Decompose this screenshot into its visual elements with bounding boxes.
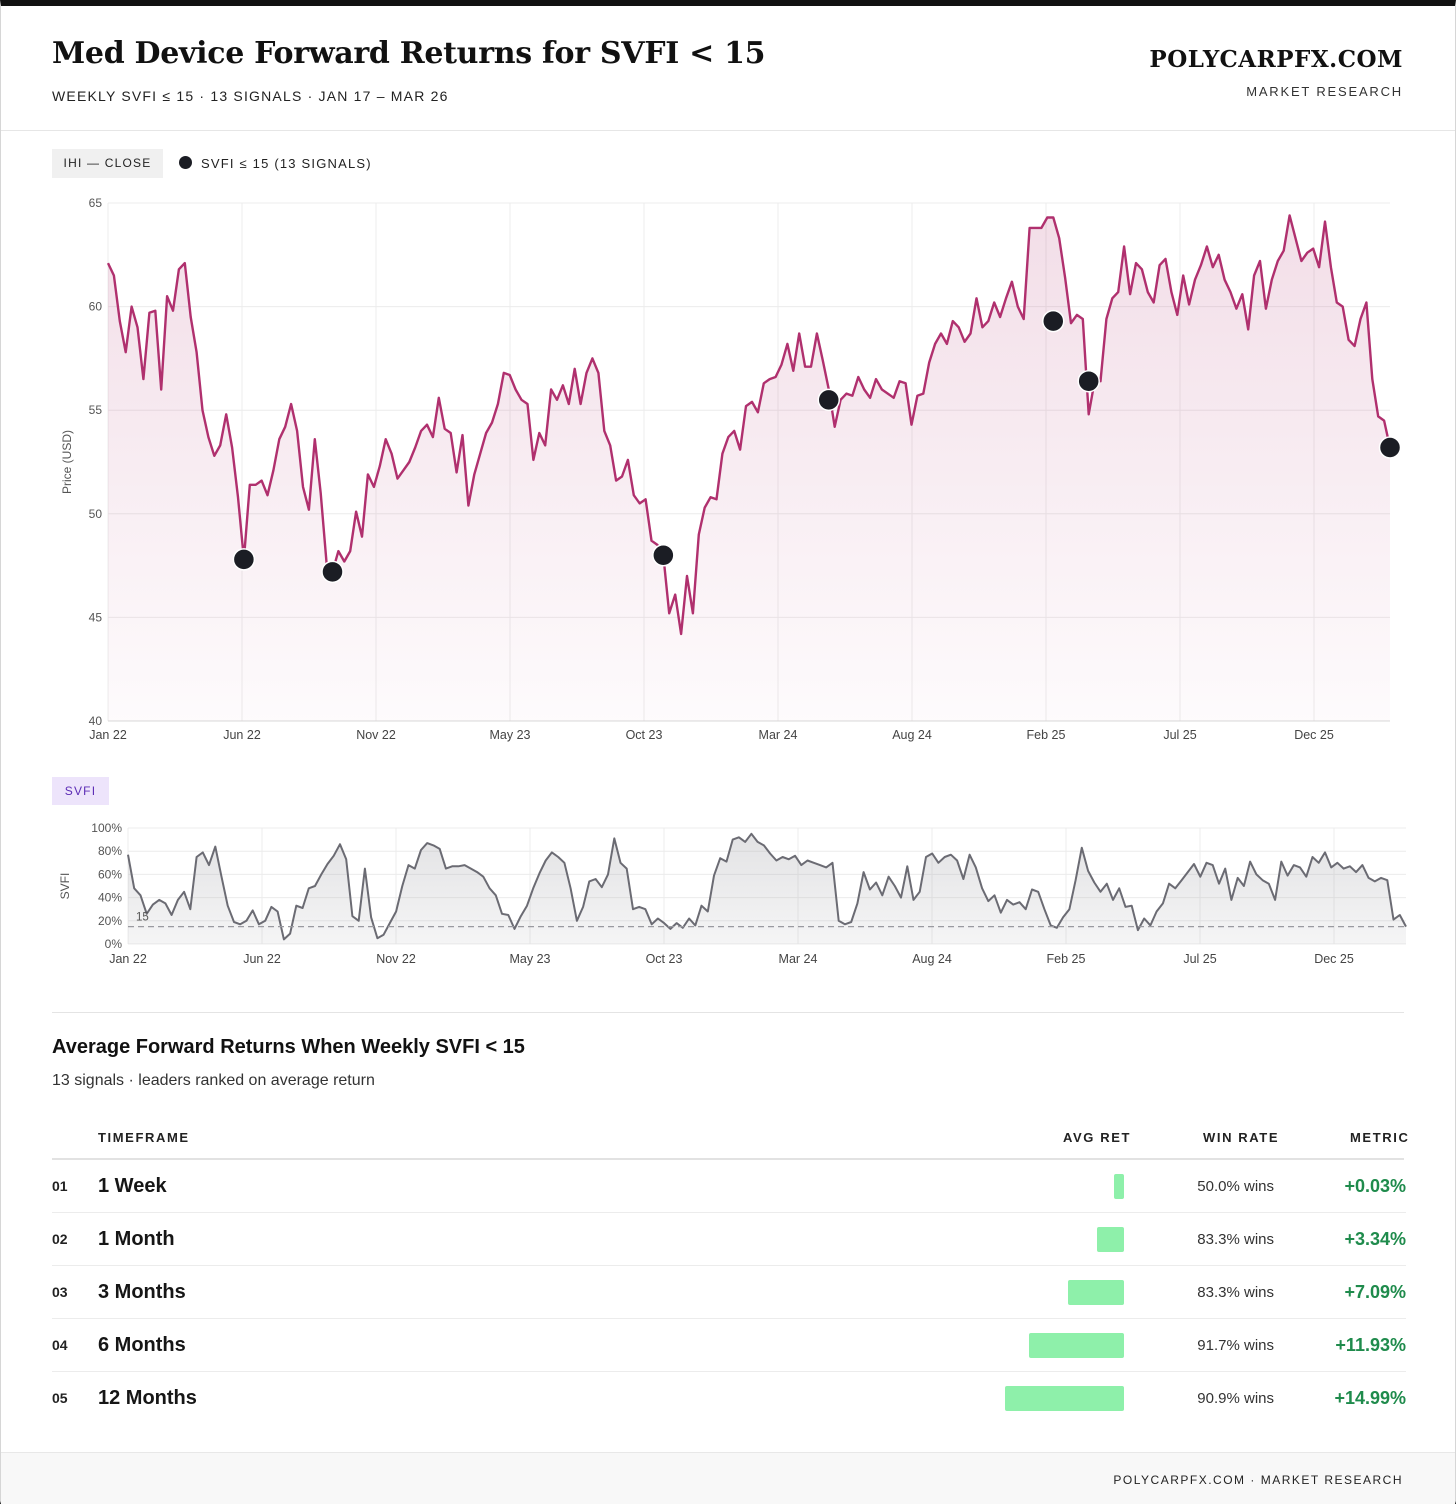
row-win-rate: 83.3% wins — [1197, 1284, 1274, 1301]
row-rank: 05 — [52, 1390, 68, 1406]
avg-return-bar — [1114, 1174, 1124, 1199]
avg-return-bar — [1005, 1386, 1124, 1411]
row-win-rate: 83.3% wins — [1197, 1231, 1274, 1248]
header-win-rate: WIN RATE — [1203, 1130, 1280, 1145]
svfi-y-axis-label: SVFI — [58, 873, 72, 900]
header-metric: METRIC — [1350, 1130, 1410, 1145]
price-x-tick-label: Jun 22 — [223, 728, 261, 742]
price-x-tick-label: Dec 25 — [1294, 728, 1334, 742]
row-rank: 03 — [52, 1284, 68, 1300]
row-win-rate: 91.7% wins — [1197, 1337, 1274, 1354]
row-timeframe: 1 Month — [98, 1228, 175, 1250]
row-metric: +11.93% — [1335, 1335, 1406, 1355]
svfi-y-tick-label: 100% — [91, 821, 122, 835]
row-metric: +0.03% — [1344, 1176, 1406, 1196]
row-rank: 04 — [52, 1337, 68, 1353]
price-x-tick-label: Mar 24 — [759, 728, 798, 742]
row-timeframe: 6 Months — [98, 1334, 186, 1356]
table-row: 01 1 Week 50.0% wins +0.03% — [52, 1160, 1406, 1213]
legend-signal-label: SVFI ≤ 15 (13 SIGNALS) — [201, 156, 372, 171]
price-series-line — [106, 214, 1392, 636]
price-y-tick-label: 40 — [89, 714, 103, 728]
returns-title: Average Forward Returns When Weekly SVFI… — [52, 1036, 525, 1058]
legend-svfi-panel: SVFI — [52, 777, 109, 805]
price-x-tick-label: Nov 22 — [356, 728, 396, 742]
signal-point — [1042, 309, 1065, 333]
row-timeframe: 12 Months — [98, 1387, 197, 1409]
row-win-rate: 50.0% wins — [1197, 1178, 1274, 1195]
svfi-chart: 0% 20% 40% 60% 80% 100% Jan 22 Jun 22 Nov 22 May … — [58, 821, 1407, 966]
row-timeframe: 1 Week — [98, 1175, 167, 1197]
brand-tagline: MARKET RESEARCH — [1246, 84, 1403, 99]
header-divider — [1, 130, 1455, 131]
table-row: 04 6 Months 91.7% wins +11.93% — [52, 1319, 1406, 1372]
row-win-rate: 90.9% wins — [1197, 1390, 1274, 1407]
avg-return-bar — [1097, 1227, 1124, 1252]
svfi-y-tick-label: 20% — [98, 914, 122, 928]
svfi-x-tick-label: Mar 24 — [779, 952, 818, 966]
row-metric: +14.99% — [1334, 1388, 1406, 1408]
table-header-divider — [52, 1158, 1404, 1160]
signal-point — [232, 548, 256, 571]
table-row: 02 1 Month 83.3% wins +3.34% — [52, 1213, 1406, 1266]
table-row: 03 3 Months 83.3% wins +7.09% — [52, 1266, 1406, 1319]
signal-point — [1077, 369, 1100, 393]
svfi-x-tick-label: Jul 25 — [1183, 952, 1216, 966]
price-y-tick-label: 45 — [89, 610, 103, 624]
svfi-y-tick-label: 0% — [105, 937, 123, 951]
row-metric: +3.34% — [1344, 1229, 1406, 1249]
price-area-fill — [108, 215, 1390, 721]
row-metric: +7.09% — [1344, 1282, 1406, 1302]
signal-dot-icon — [179, 156, 192, 169]
brand-name: POLYCARPFX.COM — [1149, 46, 1403, 73]
svfi-y-tick-label: 40% — [98, 891, 122, 905]
svfi-threshold-label: 15 — [136, 912, 149, 924]
price-y-tick-label: 65 — [89, 196, 103, 210]
svfi-x-tick-label: Jan 22 — [109, 952, 147, 966]
price-x-tick-label: May 23 — [490, 728, 531, 742]
header-avg-ret: AVG RET — [1063, 1130, 1132, 1145]
svfi-y-tick-label: 80% — [98, 844, 122, 858]
price-y-tick-label: 55 — [89, 403, 103, 417]
svfi-x-tick-label: Aug 24 — [912, 952, 952, 966]
price-x-tick-label: Feb 25 — [1027, 728, 1066, 742]
price-x-tick-label: Aug 24 — [892, 728, 932, 742]
returns-subtitle: 13 signals · leaders ranked on average r… — [52, 1072, 375, 1089]
price-y-tick-label: 60 — [89, 300, 103, 314]
svfi-y-tick-label: 60% — [98, 867, 122, 881]
page-subtitle: WEEKLY SVFI ≤ 15 · 13 SIGNALS · JAN 17 –… — [52, 88, 449, 104]
svfi-x-tick-label: Oct 23 — [646, 952, 683, 966]
row-timeframe: 3 Months — [98, 1281, 186, 1303]
avg-return-bar — [1067, 1280, 1124, 1305]
legend-price-series: IHI — CLOSE — [52, 149, 163, 178]
price-chart: 40 45 50 55 60 65 Jan 22 Jun 22 Nov 22 May 23 Oct … — [60, 196, 1402, 742]
svfi-x-tick-label: Jun 22 — [243, 952, 281, 966]
header-timeframe: TIMEFRAME — [98, 1130, 190, 1145]
svfi-x-tick-label: Feb 25 — [1047, 952, 1086, 966]
avg-return-bar — [1029, 1333, 1124, 1358]
table-row: 05 12 Months 90.9% wins +14.99% — [52, 1372, 1406, 1425]
legend-signal-series: SVFI ≤ 15 (13 SIGNALS) — [179, 149, 372, 178]
page-title: Med Device Forward Returns for SVFI < 15 — [52, 36, 766, 71]
svfi-x-tick-label: May 23 — [510, 952, 551, 966]
section-divider — [52, 1012, 1404, 1013]
svfi-x-tick-label: Dec 25 — [1314, 952, 1354, 966]
svfi-series-line — [127, 832, 1407, 941]
signal-point — [321, 560, 344, 584]
svfi-area-fill — [128, 833, 1406, 944]
footer: POLYCARPFX.COM · MARKET RESEARCH — [1, 1452, 1455, 1504]
signal-point — [1378, 436, 1402, 459]
row-rank: 02 — [52, 1231, 68, 1247]
row-rank: 01 — [52, 1178, 68, 1194]
price-x-tick-label: Jan 22 — [89, 728, 127, 742]
footer-text: POLYCARPFX.COM · MARKET RESEARCH — [1113, 1473, 1403, 1487]
signal-point — [652, 543, 675, 567]
svfi-x-tick-label: Nov 22 — [376, 952, 416, 966]
signal-point — [817, 388, 841, 412]
price-x-tick-label: Oct 23 — [626, 728, 663, 742]
price-y-tick-label: 50 — [89, 507, 103, 521]
price-y-axis-label: Price (USD) — [60, 430, 74, 494]
price-x-tick-label: Jul 25 — [1163, 728, 1196, 742]
